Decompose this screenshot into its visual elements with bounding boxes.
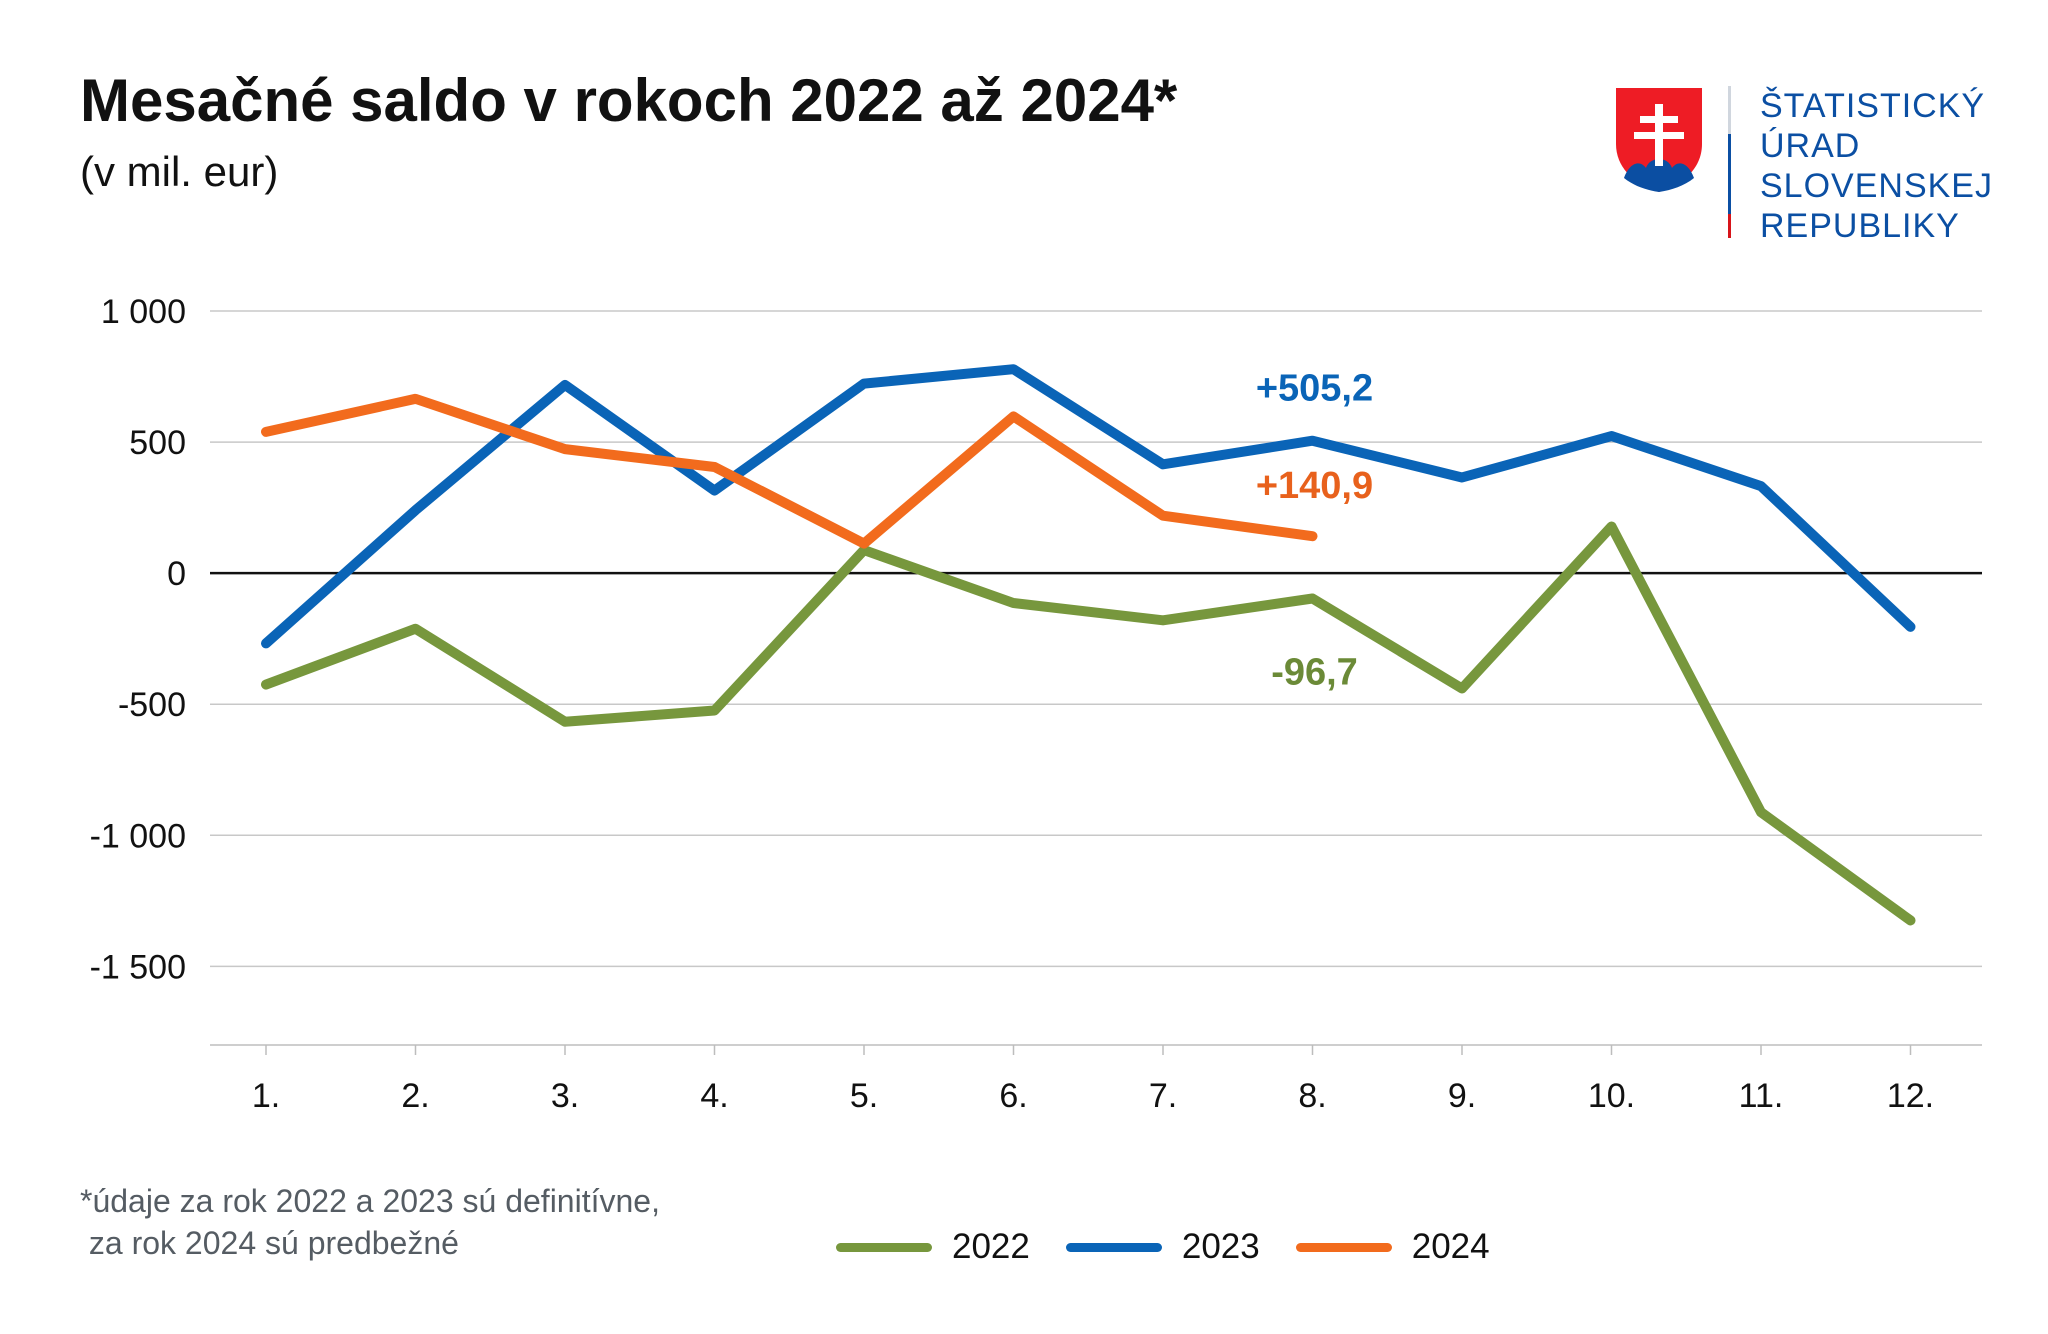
legend-swatch-2023: [1065, 1242, 1162, 1252]
logo-line: ÚRAD: [1760, 127, 1861, 165]
data-point-2022: [1611, 525, 1612, 527]
legend-item-2023: 2023: [1065, 1227, 1260, 1267]
data-point-2022: [1760, 811, 1762, 813]
data-label-2022: -96,7: [1271, 651, 1358, 693]
series-line-2022: [261, 521, 1916, 926]
data-point-2023: [415, 509, 416, 511]
data-point-2023: [863, 383, 865, 385]
data-point-2024: [415, 398, 416, 400]
data-point-2024: [1162, 515, 1164, 517]
legend-swatch-2024: [1295, 1242, 1392, 1252]
legend-label-2024: 2024: [1411, 1227, 1490, 1266]
y-tick-label: 1 000: [101, 293, 186, 331]
data-point-2024: [1013, 415, 1014, 417]
x-tick-label: 8.: [1298, 1077, 1326, 1115]
logo-line: SLOVENSKEJ: [1760, 167, 1993, 205]
legend-item-2022: 2022: [836, 1227, 1030, 1267]
chart-subtitle: (v mil. eur): [80, 148, 279, 195]
x-tick-label: 10.: [1588, 1077, 1635, 1115]
data-point-2023: [1910, 626, 1911, 628]
y-tick-label: -500: [118, 686, 186, 724]
logo-line: REPUBLIKY: [1760, 207, 1960, 245]
logo-line: ŠTATISTICKÝ: [1760, 87, 1986, 125]
legend-label-2023: 2023: [1181, 1227, 1260, 1266]
y-tick-label: 0: [167, 555, 186, 593]
legend: 2022 2023 2024: [836, 1222, 1526, 1272]
data-point-2023: [564, 384, 566, 386]
data-label-2023: +505,2: [1256, 368, 1373, 410]
data-label-2024: +140,9: [1256, 465, 1373, 507]
data-point-2022: [265, 684, 267, 686]
x-tick-label: 7.: [1149, 1077, 1177, 1115]
logo-text: ŠTATISTICKÝ ÚRAD SLOVENSKEJ REPUBLIKY: [1760, 86, 1993, 246]
data-point-2022: [415, 628, 416, 630]
y-tick-label: 500: [129, 424, 186, 462]
data-point-2022: [564, 721, 566, 723]
data-point-2022: [1910, 919, 1911, 921]
y-tick-label: -1 000: [90, 817, 186, 855]
data-point-2023: [1013, 368, 1014, 370]
legend-label-2022: 2022: [952, 1227, 1030, 1266]
data-point-2022: [1312, 597, 1313, 599]
legend-item-2024: 2024: [1295, 1227, 1490, 1267]
x-tick-label: 1.: [252, 1077, 280, 1115]
series-line-2024: [261, 393, 1318, 549]
x-tick-label: 4.: [700, 1077, 728, 1115]
data-point-2022: [1162, 619, 1164, 621]
logo-divider-accent: [1728, 134, 1731, 238]
series-line-2023: [261, 364, 1916, 649]
data-point-2022: [714, 710, 715, 712]
y-tick-label: -1 500: [90, 948, 186, 986]
x-tick-label: 2.: [401, 1077, 429, 1115]
x-tick-label: 3.: [551, 1077, 579, 1115]
data-point-2023: [1461, 476, 1463, 478]
footnote-line-1: *údaje za rok 2022 a 2023 sú definitívne…: [80, 1183, 660, 1219]
x-tick-label: 6.: [999, 1077, 1027, 1115]
data-point-2022: [1013, 602, 1014, 604]
data-point-2024: [265, 431, 267, 433]
data-point-2024: [714, 466, 715, 468]
data-point-2023: [714, 490, 715, 492]
data-point-2022: [863, 549, 865, 551]
data-point-2022: [1461, 687, 1463, 689]
data-point-2023: [1611, 435, 1612, 437]
chart-title: Mesačné saldo v rokoch 2022 až 2024*: [80, 67, 1178, 134]
coat-of-arms-icon: [1616, 88, 1702, 192]
logo-divider-red: [1728, 214, 1731, 238]
legend-swatch-2022: [836, 1242, 932, 1252]
x-tick-label: 12.: [1887, 1077, 1934, 1115]
data-point-2023: [1760, 485, 1762, 487]
data-point-2023: [1312, 440, 1313, 442]
data-point-2024: [1312, 535, 1313, 537]
footnote: *údaje za rok 2022 a 2023 sú definitívne…: [80, 1180, 660, 1264]
data-point-2023: [265, 642, 267, 644]
data-point-2024: [863, 543, 865, 545]
x-tick-label: 11.: [1739, 1077, 1784, 1115]
data-point-2023: [1162, 463, 1164, 465]
footnote-line-2: za rok 2024 sú predbežné: [80, 1225, 459, 1261]
logo: ŠTATISTICKÝ ÚRAD SLOVENSKEJ REPUBLIKY: [1612, 86, 1992, 246]
x-tick-label: 5.: [850, 1077, 878, 1115]
x-tick-label: 9.: [1448, 1077, 1476, 1115]
data-point-2024: [564, 448, 566, 450]
